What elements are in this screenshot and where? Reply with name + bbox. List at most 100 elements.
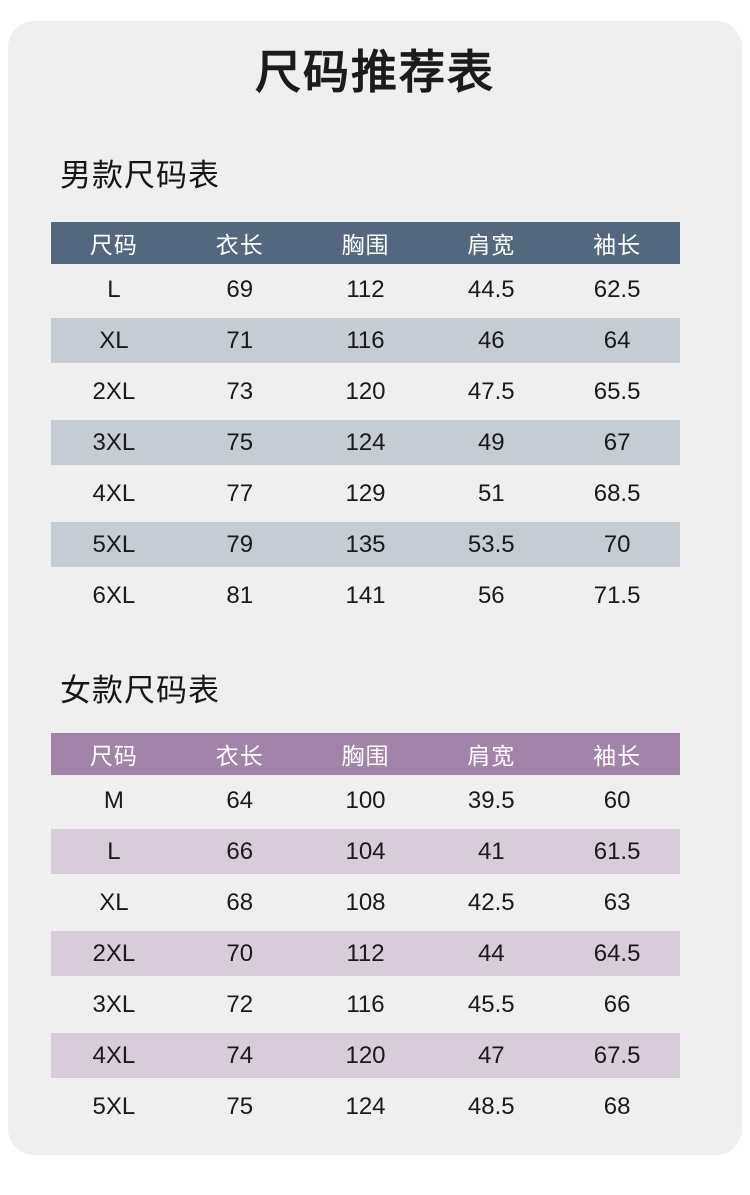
column-header: 袖长	[554, 222, 680, 264]
size-chart-card: 尺码推荐表 男款尺码表 尺码 衣长 胸围 肩宽 袖长 L 69 112 44.5 62.5 XL 71…	[8, 21, 742, 1155]
measure-cell: 112	[346, 275, 385, 303]
measure-cell: 62.5	[593, 275, 641, 303]
measure-cell: 60	[603, 786, 631, 814]
measure-cell: 120	[302, 1030, 429, 1081]
size-cell: 5XL	[92, 1092, 136, 1120]
measure-cell: 65.5	[593, 377, 641, 405]
table-row: 3XL 72 116 45.5 66	[51, 979, 680, 1030]
measure-cell: 67.5	[554, 1030, 680, 1081]
measure-cell: 51	[477, 479, 505, 507]
size-cell: M	[103, 786, 124, 814]
measure-cell: 68	[226, 888, 254, 916]
measure-cell: 100	[345, 786, 386, 814]
table-row: 3XL 75 124 49 67	[51, 417, 680, 468]
table-row: L 69 112 44.5 62.5	[51, 264, 680, 315]
women-size-table: 尺码 衣长 胸围 肩宽 袖长 M 64 100 39.5 60 L 66 104 41 61.5 XL 68 10…	[51, 733, 680, 1132]
table-row: XL 68 108 42.5 63	[51, 877, 680, 928]
measure-cell: 64.5	[554, 928, 680, 979]
column-header: 尺码	[51, 733, 177, 775]
column-header: 袖长	[554, 733, 680, 775]
size-cell: L	[51, 826, 177, 877]
measure-cell: 108	[345, 888, 386, 916]
size-cell: XL	[99, 888, 129, 916]
column-header: 衣长	[176, 733, 303, 775]
measure-cell: 68	[603, 1092, 631, 1120]
measure-cell: 73	[226, 377, 254, 405]
measure-cell: 61.5	[554, 826, 680, 877]
measure-cell: 42.5	[467, 888, 515, 916]
measure-cell: 116	[302, 315, 429, 366]
measure-cell: 46	[428, 315, 555, 366]
measure-cell: 49	[428, 417, 555, 468]
measure-cell: 124	[302, 417, 429, 468]
size-cell: 4XL	[92, 479, 136, 507]
size-cell: L	[107, 275, 121, 303]
measure-cell: 141	[345, 581, 386, 609]
measure-cell: 44	[428, 928, 555, 979]
measure-cell: 67	[554, 417, 680, 468]
table-row: 5XL 75 124 48.5 68	[51, 1081, 680, 1132]
column-header: 肩宽	[428, 222, 555, 264]
measure-cell: 74	[176, 1030, 303, 1081]
size-cell: 3XL	[51, 417, 177, 468]
size-cell: 5XL	[51, 519, 177, 570]
table-row: XL 71 116 46 64	[51, 315, 680, 366]
table-row: 4XL 74 120 47 67.5	[51, 1030, 680, 1081]
measure-cell: 116	[346, 990, 385, 1018]
measure-cell: 72	[226, 990, 254, 1018]
size-cell: 2XL	[51, 928, 177, 979]
measure-cell: 75	[226, 1092, 254, 1120]
table-header-row: 尺码 衣长 胸围 肩宽 袖长	[51, 733, 680, 775]
table-row: 6XL 81 141 56 71.5	[51, 570, 680, 621]
table-row: M 64 100 39.5 60	[51, 775, 680, 826]
measure-cell: 41	[428, 826, 555, 877]
measure-cell: 79	[176, 519, 303, 570]
table-row: 4XL 77 129 51 68.5	[51, 468, 680, 519]
measure-cell: 68.5	[593, 479, 641, 507]
measure-cell: 129	[345, 479, 386, 507]
column-header: 胸围	[302, 222, 429, 264]
measure-cell: 63	[603, 888, 631, 916]
measure-cell: 47.5	[467, 377, 515, 405]
measure-cell: 75	[176, 417, 303, 468]
measure-cell: 81	[226, 581, 254, 609]
measure-cell: 104	[302, 826, 429, 877]
measure-cell: 53.5	[428, 519, 555, 570]
size-cell: 4XL	[51, 1030, 177, 1081]
men-section-title: 男款尺码表	[60, 158, 220, 193]
table-row: 2XL 73 120 47.5 65.5	[51, 366, 680, 417]
measure-cell: 71.5	[593, 581, 641, 609]
measure-cell: 48.5	[467, 1092, 515, 1120]
size-cell: 2XL	[92, 377, 136, 405]
column-header: 衣长	[176, 222, 303, 264]
measure-cell: 77	[226, 479, 254, 507]
measure-cell: 124	[345, 1092, 386, 1120]
measure-cell: 70	[554, 519, 680, 570]
size-cell: XL	[51, 315, 177, 366]
page-title: 尺码推荐表	[255, 46, 495, 98]
table-row: 2XL 70 112 44 64.5	[51, 928, 680, 979]
table-row: L 66 104 41 61.5	[51, 826, 680, 877]
women-section-title: 女款尺码表	[60, 673, 220, 708]
table-row: 5XL 79 135 53.5 70	[51, 519, 680, 570]
measure-cell: 66	[603, 990, 631, 1018]
column-header: 胸围	[302, 733, 429, 775]
measure-cell: 69	[226, 275, 254, 303]
measure-cell: 112	[302, 928, 429, 979]
measure-cell: 70	[176, 928, 303, 979]
measure-cell: 64	[554, 315, 680, 366]
measure-cell: 45.5	[467, 990, 515, 1018]
measure-cell: 120	[345, 377, 386, 405]
table-header-row: 尺码 衣长 胸围 肩宽 袖长	[51, 222, 680, 264]
measure-cell: 135	[302, 519, 429, 570]
measure-cell: 39.5	[467, 786, 515, 814]
measure-cell: 44.5	[467, 275, 515, 303]
size-cell: 6XL	[92, 581, 136, 609]
measure-cell: 71	[176, 315, 303, 366]
size-cell: 3XL	[92, 990, 136, 1018]
measure-cell: 64	[226, 786, 254, 814]
column-header: 尺码	[51, 222, 177, 264]
measure-cell: 66	[176, 826, 303, 877]
men-size-table: 尺码 衣长 胸围 肩宽 袖长 L 69 112 44.5 62.5 XL 71 116 46 64 2XL 73…	[51, 222, 680, 621]
